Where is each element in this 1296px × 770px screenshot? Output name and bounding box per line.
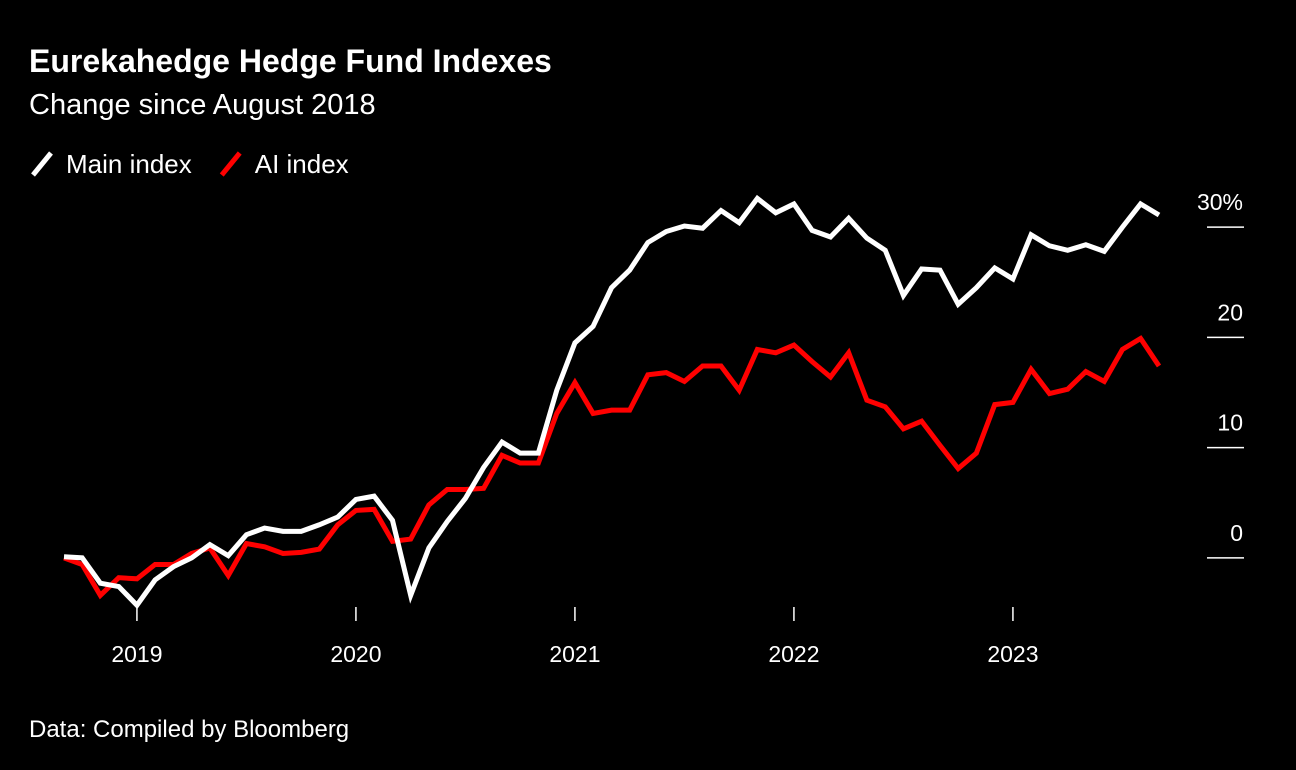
y-tick-label: 20 <box>1217 299 1243 325</box>
x-tick-label: 2023 <box>987 641 1038 667</box>
legend-label: Main index <box>66 149 192 179</box>
y-tick-label: 0 <box>1230 520 1243 546</box>
chart-subtitle: Change since August 2018 <box>29 89 376 121</box>
y-tick-label: 30% <box>1197 189 1243 215</box>
x-tick-label: 2020 <box>330 641 381 667</box>
series-line <box>63 194 1161 610</box>
x-tick-label: 2019 <box>111 641 162 667</box>
series-line <box>63 335 1162 600</box>
legend-swatch <box>219 151 242 177</box>
source: Data: Compiled by Bloomberg <box>29 716 349 743</box>
x-tick-label: 2022 <box>768 641 819 667</box>
x-tick-label: 2021 <box>549 641 600 667</box>
legend-label: AI index <box>255 149 349 179</box>
y-tick-label: 10 <box>1217 410 1243 436</box>
chart-title: Eurekahedge Hedge Fund Indexes <box>29 43 552 79</box>
legend-swatch <box>31 151 53 177</box>
